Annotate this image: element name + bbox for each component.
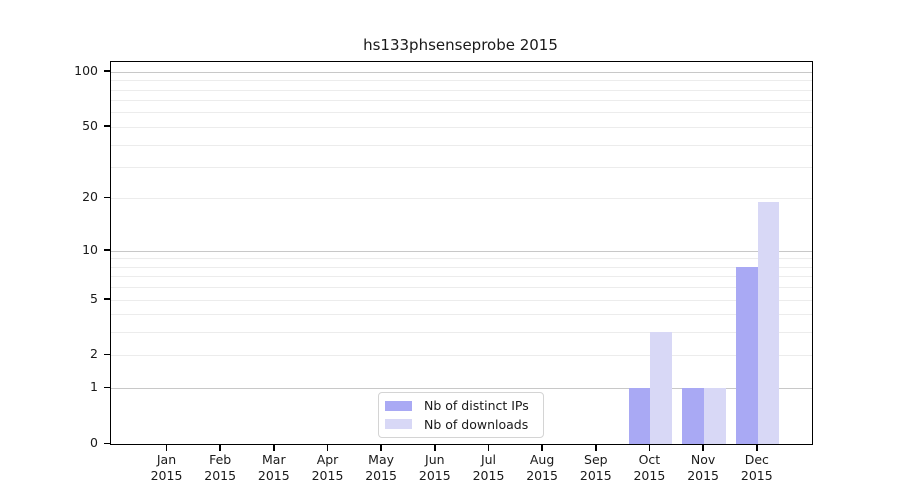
y-tick-label: 0 [90, 435, 98, 450]
x-tick [219, 444, 221, 451]
x-tick [434, 444, 436, 451]
x-tick [487, 444, 490, 451]
gridline-minor [111, 299, 812, 301]
bar-nov-distinct-ips [682, 388, 705, 444]
gridline-minor [111, 314, 812, 316]
x-tick [541, 444, 543, 451]
plot-area [110, 61, 813, 445]
legend: Nb of distinct IPs Nb of downloads [378, 392, 544, 438]
gridline-minor [111, 167, 812, 168]
gridline-minor [111, 89, 812, 91]
x-tick-label: Jun 2015 [418, 452, 451, 483]
y-tick [104, 298, 110, 300]
gridline-minor [111, 126, 812, 128]
y-tick [104, 70, 110, 72]
gridline-major [111, 250, 812, 252]
x-tick [326, 444, 329, 451]
gridline-minor [111, 258, 812, 260]
x-tick [648, 444, 651, 451]
y-tick-label: 20 [82, 189, 98, 205]
y-tick [104, 386, 110, 389]
bar-dec-downloads [757, 202, 780, 444]
gridline-minor [111, 287, 812, 289]
gridline-minor [111, 332, 812, 334]
y-tick-label: 100 [74, 62, 98, 78]
x-tick-label: Sep 2015 [579, 452, 612, 483]
x-tick-label: May 2015 [365, 452, 397, 483]
y-tick [104, 249, 110, 251]
y-tick-label: 1 [90, 379, 98, 395]
gridline-major [111, 388, 812, 390]
x-tick-label: Mar 2015 [257, 452, 290, 483]
y-tick [104, 442, 110, 444]
y-tick-label: 10 [82, 241, 98, 257]
gridline-minor [111, 355, 812, 357]
legend-item-distinct-ips: Nb of distinct IPs [385, 398, 537, 413]
bar-oct-distinct-ips [628, 388, 651, 444]
y-tick [104, 353, 110, 356]
legend-label-distinct-ips: Nb of distinct IPs [424, 398, 529, 414]
x-tick-label: Dec 2015 [740, 452, 773, 483]
legend-swatch-downloads [385, 419, 412, 430]
gridline-minor [111, 112, 812, 114]
x-tick-label: Nov 2015 [687, 452, 719, 483]
y-tick-label: 5 [90, 290, 98, 306]
legend-swatch-distinct-ips [385, 400, 412, 411]
legend-item-downloads: Nb of downloads [385, 417, 537, 432]
y-tick-label: 50 [82, 117, 98, 133]
chart-title: hs133phsenseprobe 2015 [363, 36, 558, 54]
x-tick-label: Aug 2015 [526, 452, 558, 483]
y-tick [104, 125, 110, 127]
x-tick-label: Jul 2015 [472, 452, 505, 483]
gridline-minor [111, 80, 812, 82]
x-tick-label: Jan 2015 [150, 452, 183, 483]
gridline-minor [111, 144, 812, 146]
y-tick [104, 196, 110, 199]
bar-oct-downloads [650, 332, 673, 444]
x-tick [273, 444, 275, 451]
bar-nov-downloads [704, 388, 726, 444]
x-tick [756, 444, 758, 451]
gridline-minor [111, 266, 812, 268]
gridline-minor [111, 198, 812, 200]
x-tick [165, 444, 168, 451]
gridline-minor [111, 100, 812, 102]
y-tick-label: 2 [90, 346, 98, 362]
x-tick-label: Feb 2015 [204, 452, 237, 483]
legend-label-downloads: Nb of downloads [424, 416, 529, 432]
gridline-minor [111, 276, 812, 278]
gridline-major [111, 71, 812, 73]
x-tick-label: Apr 2015 [311, 452, 344, 483]
x-tick [380, 444, 382, 451]
x-tick-label: Oct 2015 [633, 452, 666, 483]
bar-dec-distinct-ips [736, 266, 758, 444]
x-tick [595, 444, 597, 451]
x-tick [702, 444, 704, 451]
